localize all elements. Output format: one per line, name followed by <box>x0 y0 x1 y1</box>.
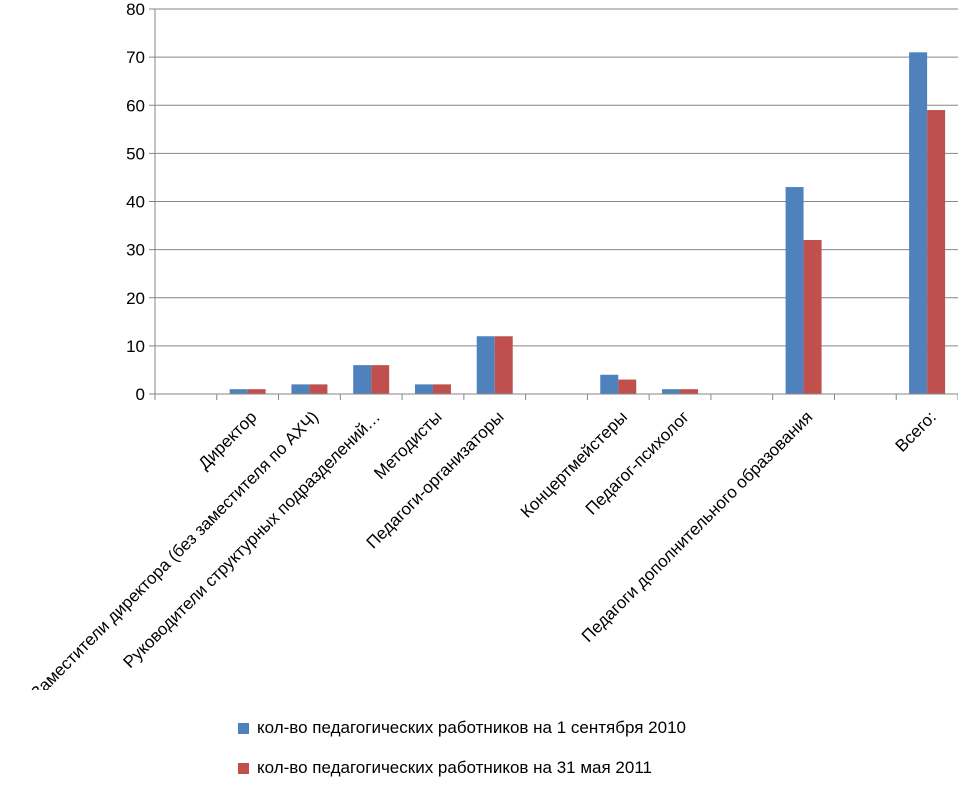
axes <box>149 8 958 400</box>
bar-series-1 <box>662 389 681 394</box>
bar-series-1 <box>785 187 804 394</box>
category-label: Педагоги дополнительного образования <box>578 407 817 646</box>
bar-series-1 <box>229 389 248 394</box>
y-tick-label: 50 <box>126 144 145 163</box>
bars <box>229 52 946 394</box>
bar-series-2 <box>309 384 328 394</box>
y-tick-label: 80 <box>126 0 145 19</box>
bar-series-2 <box>680 389 699 394</box>
y-tick-label: 70 <box>126 48 145 67</box>
bar-series-2 <box>494 336 513 394</box>
bar-series-1 <box>414 384 433 394</box>
legend-swatch-series-1 <box>238 722 249 734</box>
category-label: Директор <box>195 407 261 473</box>
legend: кол-во педагогических работников на 1 се… <box>238 708 686 788</box>
y-tick-label: 10 <box>126 337 145 356</box>
category-label: Заместители директора (без заместителя п… <box>27 407 322 690</box>
legend-label-series-2: кол-во педагогических работников на 31 м… <box>257 758 652 777</box>
bar-series-1 <box>353 365 372 394</box>
bar-series-1 <box>600 374 619 394</box>
legend-item-series-1: кол-во педагогических работников на 1 се… <box>238 708 686 748</box>
bar-series-2 <box>618 379 637 394</box>
bar-series-2 <box>803 240 822 394</box>
y-tick-labels: 0 10 20 30 40 50 60 70 80 <box>126 0 145 404</box>
bar-series-2 <box>432 384 451 394</box>
category-label: Педагог-психолог <box>582 407 693 518</box>
bar-series-2 <box>247 389 266 394</box>
legend-item-series-2: кол-во педагогических работников на 31 м… <box>238 748 686 788</box>
bar-series-2 <box>371 365 390 394</box>
legend-swatch-series-2 <box>238 762 249 774</box>
y-tick-label: 40 <box>126 193 145 212</box>
y-tick-label: 60 <box>126 96 145 115</box>
gridlines <box>155 8 958 347</box>
bar-series-1 <box>909 52 928 394</box>
legend-label-series-1: кол-во педагогических работников на 1 се… <box>257 718 686 737</box>
bar-series-1 <box>291 384 310 394</box>
category-label: Всего: <box>892 407 940 455</box>
category-label: Концертмейстеры <box>517 407 631 521</box>
y-tick-label: 30 <box>126 241 145 260</box>
y-tick-label: 20 <box>126 289 145 308</box>
bar-series-1 <box>476 336 495 394</box>
category-label: Руководители структурных подразделений… <box>120 407 384 671</box>
bar-series-2 <box>927 110 946 394</box>
y-tick-label: 0 <box>136 385 145 404</box>
